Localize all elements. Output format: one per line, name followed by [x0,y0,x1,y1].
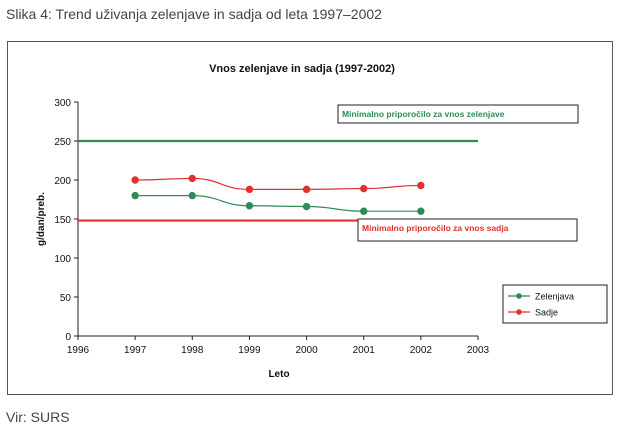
data-point [302,185,311,194]
data-point [360,207,368,215]
data-point [131,191,139,200]
data-point [188,191,196,200]
data-point [302,202,311,211]
legend-box [502,284,608,324]
series-layer [131,174,425,215]
y-tick-label: 150 [54,215,71,226]
x-tick-label: 1997 [124,345,147,356]
legend-marker [516,293,522,299]
x-tick-label: 1996 [67,345,90,356]
reference-label: Minimalno priporočilo za vnos sadja [362,223,509,233]
data-point [131,176,139,184]
reference-label-box [357,218,578,242]
y-tick-label: 250 [54,137,71,148]
legend: Zelenjava Sadje [502,284,608,324]
y-tick-label: 200 [54,176,71,187]
legend-marker [516,309,522,315]
x-axis-label: Leto [268,369,289,380]
y-axis-label: g/dan/preb. [36,192,47,246]
series-line [135,194,421,212]
data-point [245,185,254,194]
x-tick-label: 2000 [295,345,318,356]
x-tick-label: 2001 [353,345,376,356]
data-point [188,174,196,183]
y-tick-label: 100 [54,254,71,265]
data-point [417,207,425,215]
legend-label: Zelenjava [535,292,574,302]
data-point [360,184,368,193]
chart-title: Vnos zelenjave in sadja (1997-2002) [209,63,395,75]
figure-caption: Slika 4: Trend uživanja zelenjave in sad… [6,6,382,22]
data-point [417,181,425,190]
y-tick-label: 300 [54,98,71,109]
legend-label: Sadje [535,308,558,318]
y-tick-label: 0 [65,332,71,343]
reference-label: Minimalno priporočilo za vnos zelenjave [342,109,505,119]
reference-label-box [337,104,579,124]
x-tick-label: 2002 [410,345,433,356]
y-tick-label: 50 [60,293,72,304]
data-point [245,202,254,210]
series-line [135,177,421,190]
x-tick-label: 1998 [181,345,204,356]
source-note: Vir: SURS [6,409,70,425]
x-tick-label: 1999 [238,345,261,356]
x-tick-label: 2003 [467,345,490,356]
reference-lines: Minimalno priporočilo za vnos zelenjave M… [78,104,579,242]
